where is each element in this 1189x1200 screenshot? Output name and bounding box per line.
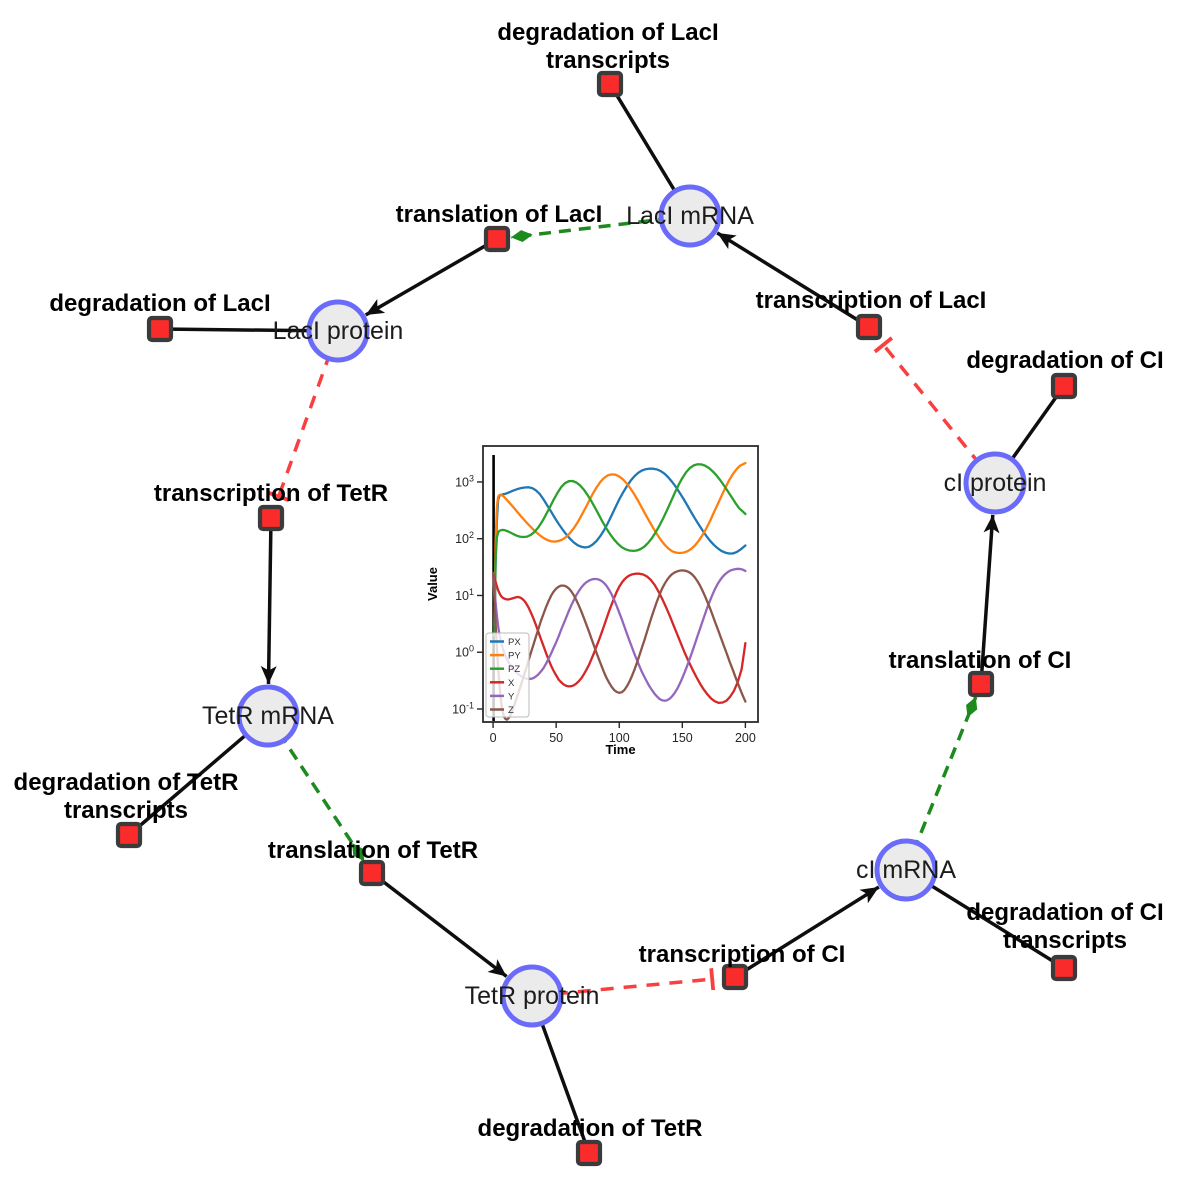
reaction-label-degradation-tetr: degradation of TetR — [478, 1115, 703, 1142]
chart-xtick-label: 150 — [672, 731, 693, 745]
reaction-node-transcription-tetr — [257, 504, 285, 532]
species-label-ci-protein: cI protein — [944, 469, 1047, 497]
edge-production-transcription-ci-to-ci-mrna — [734, 885, 880, 979]
reaction-node-degradation-laci — [146, 315, 174, 343]
chart-xlabel: Time — [605, 742, 635, 757]
reaction-node-transcription-laci — [855, 313, 883, 341]
reaction-label-transcription-tetr: transcription of TetR — [154, 480, 388, 507]
species-label-laci-mrna: LacI mRNA — [626, 202, 754, 230]
species-node-ci-mrna — [874, 838, 938, 902]
chart-ytick-label: 100 — [455, 644, 474, 660]
reaction-label-degradation-ci-transcripts: degradation of CI transcripts — [966, 899, 1163, 954]
edge-production-translation-laci-to-laci-protein — [364, 237, 498, 317]
chart-legend-label-y: Y — [508, 691, 515, 702]
reaction-node-translation-ci — [967, 670, 995, 698]
reaction-label-degradation-ci: degradation of CI — [966, 347, 1163, 374]
chart-legend-label-z: Z — [508, 705, 514, 716]
labels-layer: LacI mRNA LacI protein TetR mRNA TetR prote… — [14, 19, 1164, 1142]
reaction-node-degradation-tetr — [575, 1139, 603, 1167]
chart-series-px — [493, 467, 747, 637]
edges-layer — [127, 83, 1066, 1154]
chart-legend-label-x: X — [508, 678, 515, 689]
species-node-tetr-mrna — [236, 684, 300, 748]
nodes-layer — [115, 70, 1078, 1167]
chart-xtick-label: 100 — [609, 731, 630, 745]
reaction-node-translation-laci — [483, 225, 511, 253]
species-label-tetr-mrna: TetR mRNA — [202, 702, 334, 730]
edge-production-transcription-laci-to-laci-mrna — [716, 231, 870, 329]
reaction-label-degradation-tetr-transcripts: degradation of TetR transcripts — [14, 769, 239, 824]
species-label-laci-protein: LacI protein — [273, 317, 404, 345]
edge-production-transcription-tetr-to-tetr-mrna — [260, 517, 277, 685]
reaction-label-degradation-laci: degradation of LacI — [49, 290, 270, 317]
reaction-label-transcription-ci: transcription of CI — [639, 941, 846, 968]
reaction-node-degradation-ci-transcripts — [1050, 954, 1078, 982]
reaction-node-degradation-ci — [1050, 372, 1078, 400]
chart-legend: PX PY PZ XYZ — [485, 632, 530, 718]
chart-ytick-label: 103 — [455, 473, 474, 489]
reaction-label-degradation-laci-transcripts: degradation of LacI transcripts — [497, 19, 718, 74]
chart-series-py — [493, 461, 747, 627]
chart-ylabel: Value — [425, 567, 440, 601]
edge-production-translation-tetr-to-tetr-protein — [370, 871, 508, 978]
reaction-label-translation-ci: translation of CI — [889, 647, 1072, 674]
reaction-label-translation-laci: translation of LacI — [396, 201, 603, 228]
chart-axes-box — [482, 445, 759, 723]
reaction-node-transcription-ci — [721, 963, 749, 991]
reaction-node-translation-tetr — [358, 859, 386, 887]
chart-xtick-label: 0 — [490, 731, 497, 745]
chart-ytick-label: 101 — [455, 587, 474, 603]
chart-ytick-label: 102 — [455, 530, 474, 546]
chart-legend-label-pz: PZ — [508, 664, 520, 675]
species-label-ci-mrna: cI mRNA — [856, 856, 956, 884]
chart-legend-label-px: PX — [508, 637, 521, 648]
species-node-laci-protein — [306, 299, 370, 363]
species-node-laci-mrna — [658, 184, 722, 248]
species-label-tetr-protein: TetR protein — [465, 982, 600, 1010]
reaction-node-degradation-tetr-transcripts — [115, 821, 143, 849]
chart-series-pz — [493, 463, 747, 637]
chart-legend-label-py: PY — [508, 651, 521, 662]
edge-production-translation-ci-to-ci-protein — [979, 514, 1000, 685]
chart-ytick-label: 10-1 — [452, 700, 474, 716]
chart-xtick-label: 200 — [735, 731, 756, 745]
species-node-ci-protein — [963, 451, 1027, 515]
species-node-tetr-protein — [500, 964, 564, 1028]
inset-chart: 0 50 100 150 20010-1100101102103TimeValuePXP… — [425, 445, 759, 757]
reaction-label-transcription-laci: transcription of LacI — [756, 287, 987, 314]
reaction-label-translation-tetr: translation of TetR — [268, 837, 478, 864]
chart-xtick-label: 50 — [549, 731, 563, 745]
reaction-node-degradation-laci-transcripts — [596, 70, 624, 98]
